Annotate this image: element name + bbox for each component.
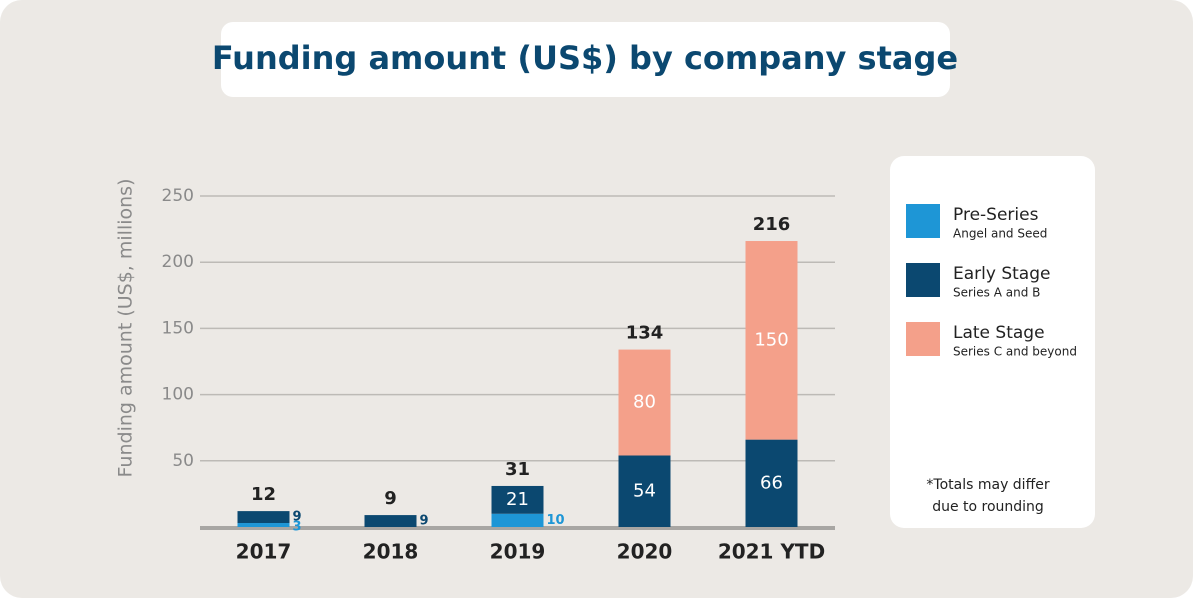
x-tick-label: 2018 xyxy=(363,540,419,564)
legend-swatch xyxy=(906,204,940,238)
value-label: 9 xyxy=(293,510,302,525)
value-label: 150 xyxy=(754,329,788,350)
value-label: 66 xyxy=(760,472,783,493)
total-label: 134 xyxy=(626,323,664,344)
x-tick-label: 2021 YTD xyxy=(718,540,825,564)
legend-box xyxy=(890,156,1095,528)
y-tick-label: 200 xyxy=(162,252,194,272)
legend-label: Pre-Series xyxy=(953,205,1039,225)
y-tick-label: 150 xyxy=(162,318,194,338)
bar-segment xyxy=(745,439,798,527)
legend-label: Late Stage xyxy=(953,323,1045,343)
bar-segment xyxy=(364,515,417,527)
bar-segment xyxy=(618,455,671,527)
bar-segment xyxy=(491,485,544,514)
bar-segment xyxy=(237,511,290,524)
bar-segment xyxy=(491,513,544,527)
y-axis-label: Funding amount (US$, millions) xyxy=(115,179,137,478)
legend-subtitle: Angel and Seed xyxy=(953,227,1047,241)
total-label: 12 xyxy=(251,484,276,505)
legend-swatch xyxy=(906,322,940,356)
legend-label: Early Stage xyxy=(953,264,1050,284)
total-label: 31 xyxy=(505,459,530,480)
x-tick-label: 2020 xyxy=(617,540,673,564)
legend-swatch xyxy=(906,263,940,297)
title-box xyxy=(221,22,950,97)
value-label: 3 xyxy=(293,520,302,535)
legend-subtitle: Series A and B xyxy=(953,286,1040,300)
bar-segment xyxy=(618,349,671,456)
value-label: 9 xyxy=(420,514,429,529)
y-tick-label: 250 xyxy=(162,186,194,206)
total-label: 9 xyxy=(384,488,397,509)
value-label: 80 xyxy=(633,392,656,413)
value-label: 10 xyxy=(547,513,565,528)
total-label: 216 xyxy=(753,214,791,235)
x-tick-label: 2017 xyxy=(236,540,292,564)
y-tick-label: 100 xyxy=(162,385,194,405)
x-tick-label: 2019 xyxy=(490,540,546,564)
bar-segment xyxy=(745,241,798,440)
value-label: 54 xyxy=(633,480,656,501)
bar-segment xyxy=(237,523,290,527)
note: *Totals may differ due to rounding xyxy=(926,477,1049,515)
legend-subtitle: Series C and beyond xyxy=(953,345,1077,359)
value-label: 21 xyxy=(506,489,529,510)
chart-title: Funding amount (US$) by company stage xyxy=(212,39,958,77)
y-tick-label: 50 xyxy=(172,451,194,471)
